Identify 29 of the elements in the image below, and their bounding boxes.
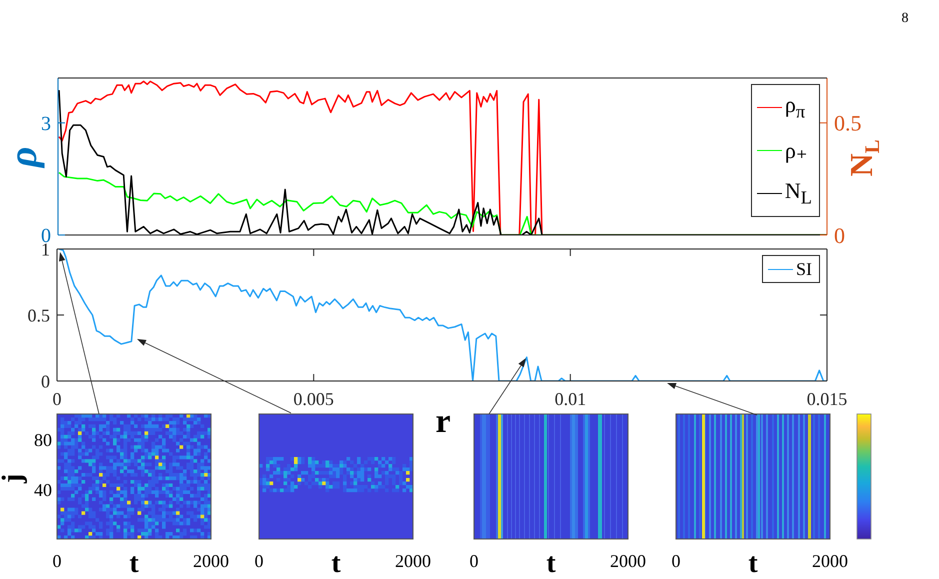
y-tick-label: 0.5 — [28, 305, 50, 326]
y-tick-label: 0 — [41, 371, 50, 392]
x-axis-title: r — [435, 403, 451, 440]
x-tick-label: 0.015 — [806, 388, 848, 409]
text: 0 — [470, 551, 478, 571]
text: 80 — [34, 430, 52, 450]
text: 2000 — [193, 551, 229, 571]
legend-label: SI — [796, 259, 812, 279]
text: 2000 — [812, 551, 848, 571]
text: j — [0, 474, 28, 484]
legend-label: ρ$_{π}$ — [784, 92, 806, 122]
text: 2000 — [610, 551, 646, 571]
x-tick-label: 0.01 — [554, 388, 586, 409]
text: 40 — [34, 480, 52, 500]
text: 2000 — [395, 551, 431, 571]
y2-tick-label: 0 — [834, 222, 845, 248]
x-tick-label: 0.005 — [293, 388, 334, 409]
text: 0 — [672, 551, 680, 571]
text: t — [331, 548, 342, 579]
text: t — [129, 548, 140, 579]
text: t — [748, 548, 758, 579]
y-tick-label: 3 — [41, 112, 51, 135]
legend-label: ρ₊ — [784, 138, 808, 162]
y2-tick-label: 0.5 — [834, 110, 862, 136]
y-axis-title: ρ — [0, 146, 44, 168]
text: 0 — [254, 551, 264, 571]
text: t — [546, 548, 556, 579]
legend-label: N$_{L}$ — [784, 178, 812, 208]
text: 8 — [902, 11, 908, 26]
